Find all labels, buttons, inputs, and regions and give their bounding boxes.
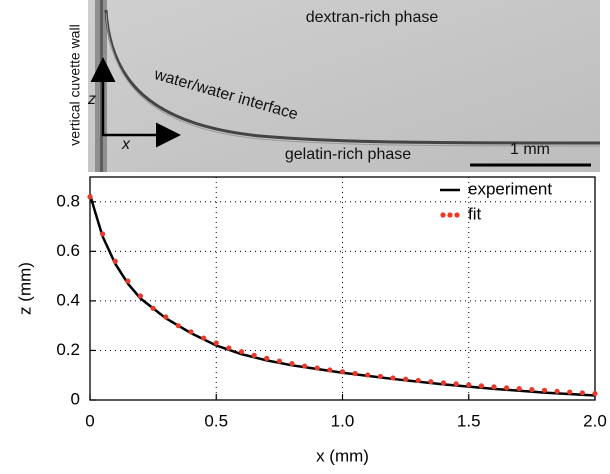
fit-dot — [428, 379, 434, 385]
fit-dot — [592, 390, 598, 397]
fit-dot — [150, 305, 156, 311]
fit-dot — [403, 376, 409, 382]
fit-dot — [163, 314, 169, 320]
fit-dot — [87, 194, 93, 200]
fit-dot — [339, 369, 346, 375]
fit-dot — [478, 383, 484, 389]
x-tick-label: 2.0 — [583, 411, 607, 430]
fit-dot — [226, 345, 232, 351]
y-tick-label: 0 — [71, 389, 80, 408]
x-tick-label: 1.0 — [331, 411, 355, 430]
fit-dot — [377, 373, 383, 380]
fit-dot — [276, 358, 282, 364]
experiment-line — [88, 193, 596, 397]
fit-dot — [264, 355, 270, 361]
fit-dot — [453, 381, 459, 387]
fit-dot — [100, 231, 106, 237]
fit-dot — [352, 370, 358, 377]
fit-dot — [314, 365, 320, 371]
cuvette-wall-edge — [100, 0, 103, 172]
y-axis-label: z (mm) — [15, 262, 34, 315]
fit-dot — [238, 349, 245, 355]
x-axis-label: x (mm) — [316, 446, 369, 465]
fit-dot — [125, 278, 131, 284]
fit-dot — [137, 293, 144, 299]
fit-dot — [491, 384, 497, 390]
fit-dot — [440, 380, 447, 386]
x-tick-label: 0 — [85, 411, 94, 430]
fit-dot — [188, 329, 194, 335]
y-tick-label: 0.4 — [56, 290, 80, 309]
fit-dot — [289, 360, 295, 367]
fit-dot — [112, 258, 118, 264]
y-tick-label: 0.6 — [56, 241, 80, 260]
fit-dot — [529, 386, 535, 393]
fit-dot — [554, 388, 560, 394]
legend-dot — [440, 212, 446, 218]
legend-label: experiment — [468, 179, 552, 198]
top-phase-label: dextran-rich phase — [306, 9, 439, 26]
interface-shadow — [105, 12, 601, 147]
fit-dot — [466, 382, 472, 388]
fit-dot — [201, 335, 207, 341]
photo-panel: dextran-rich phase gelatin-rich phase ve… — [67, 0, 601, 172]
fit-dot — [213, 340, 219, 346]
bottom-phase-label: gelatin-rich phase — [285, 146, 411, 163]
fit-dot — [302, 363, 308, 369]
scale-bar-label: 1 mm — [510, 141, 550, 158]
fit-dot — [579, 390, 585, 396]
fit-dot — [175, 323, 181, 329]
legend-dot — [447, 212, 453, 218]
legend-label: fit — [468, 204, 482, 223]
x-tick-label: 0.5 — [204, 411, 228, 430]
fit-dot — [516, 386, 522, 392]
plot-frame — [89, 176, 596, 401]
wall-label: vertical cuvette wall — [67, 24, 83, 145]
fit-dot — [390, 375, 396, 381]
fit-dot — [415, 377, 421, 384]
fit-dot — [251, 352, 257, 358]
z-arrow-label: z — [87, 91, 96, 108]
fit-dot — [567, 389, 573, 395]
plot: 0 0.5 1.0 1.5 2.0 0 0.2 0.4 0.6 0.8 x (mm) z (mm) ex… — [15, 176, 607, 465]
fit-dot — [504, 385, 510, 391]
fit-dot — [327, 367, 333, 373]
x-arrow-label: x — [121, 136, 131, 153]
y-tick-label: 0.8 — [56, 191, 80, 210]
fit-dot — [541, 387, 548, 393]
y-tick-label: 0.2 — [56, 340, 80, 359]
legend-dot — [454, 212, 460, 218]
interface-curve — [104, 9, 601, 145]
x-tick-label: 1.5 — [457, 411, 481, 430]
fit-dot — [365, 372, 371, 378]
